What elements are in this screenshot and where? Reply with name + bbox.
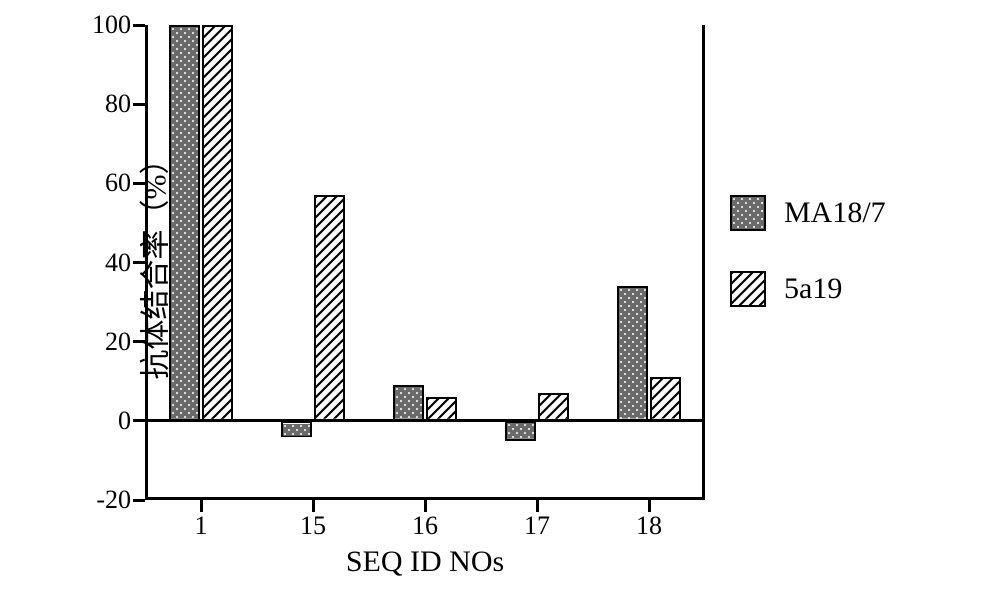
y-tick-label: 60 xyxy=(105,168,131,198)
y-tick xyxy=(133,103,145,106)
bar xyxy=(617,286,648,421)
legend-item-ma18-7: MA18/7 xyxy=(730,195,886,231)
x-tick-label: 17 xyxy=(524,511,550,541)
y-tick-label: 20 xyxy=(105,327,131,357)
y-tick-label: -20 xyxy=(96,485,131,515)
bar xyxy=(169,25,200,421)
bar xyxy=(393,385,424,421)
y-tick-label: 0 xyxy=(118,406,131,436)
y-tick xyxy=(133,340,145,343)
x-tick-label: 15 xyxy=(300,511,326,541)
bar xyxy=(505,421,536,441)
plot-area: -20020406080100115161718 xyxy=(145,25,705,500)
bar xyxy=(314,195,345,421)
legend-label: MA18/7 xyxy=(784,196,886,230)
bar xyxy=(538,393,569,421)
legend-label: 5a19 xyxy=(784,272,842,306)
y-tick xyxy=(133,419,145,422)
y-tick-label: 100 xyxy=(92,10,131,40)
bar xyxy=(650,377,681,421)
y-tick xyxy=(133,261,145,264)
bar xyxy=(202,25,233,421)
x-tick-label: 18 xyxy=(636,511,662,541)
y-tick-label: 80 xyxy=(105,89,131,119)
y-tick xyxy=(133,24,145,27)
x-tick-label: 1 xyxy=(195,511,208,541)
legend: MA18/7 5a19 xyxy=(730,195,886,347)
y-tick-label: 40 xyxy=(105,248,131,278)
chart-container: 抗体结合率（%） -20020406080100115161718 SEQ ID… xyxy=(15,15,985,590)
legend-swatch-dots-icon xyxy=(730,195,766,231)
legend-item-5a19: 5a19 xyxy=(730,271,886,307)
bar xyxy=(281,421,312,437)
y-tick xyxy=(133,182,145,185)
bar xyxy=(426,397,457,421)
y-tick xyxy=(133,499,145,502)
x-tick-label: 16 xyxy=(412,511,438,541)
legend-swatch-diagonal-icon xyxy=(730,271,766,307)
x-axis-label: SEQ ID NOs xyxy=(346,545,504,579)
